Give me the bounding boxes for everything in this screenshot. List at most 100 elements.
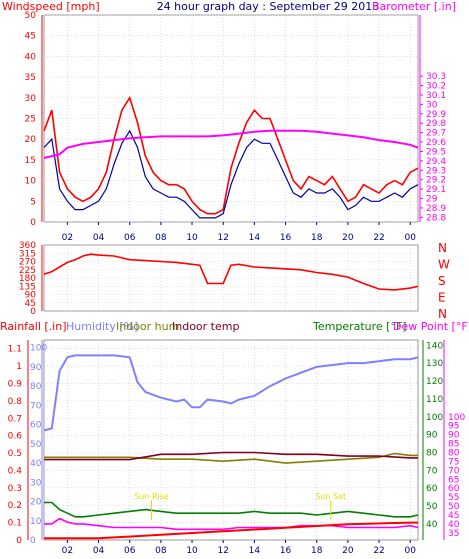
- x-tick-label: 14: [249, 233, 261, 243]
- barometer-tick-label: 30.2: [426, 82, 446, 92]
- dewpoint-tick-label: 100: [448, 413, 465, 423]
- temperature-tick-label: 130: [426, 359, 443, 369]
- barometer-tick-label: 28.8: [426, 213, 446, 223]
- temperature-tick-label: 90: [426, 431, 438, 441]
- humidity-tick-label: 20: [30, 498, 42, 508]
- rainfall-tick-label: 0.5: [8, 449, 22, 459]
- rainfall-tick-label: 0.7: [8, 414, 22, 424]
- x-tick-label: 12: [217, 233, 228, 243]
- indoor-hum-label: Indoor hum: [116, 320, 179, 333]
- x-tick-label: 04: [93, 546, 105, 555]
- direction-tick-label: 135: [19, 282, 36, 292]
- x-tick-label: 20: [342, 233, 354, 243]
- x-tick-label: 22: [373, 546, 384, 555]
- dewpoint-tick-label: 55: [448, 493, 459, 503]
- rainfall-tick-label: 0.2: [8, 501, 22, 511]
- windspeed-tick-label: 35: [25, 73, 36, 83]
- x-tick-label: 18: [311, 546, 323, 555]
- dewpoint-tick-label: 45: [448, 511, 459, 521]
- rainfall-tick-label: 0.9: [8, 379, 23, 389]
- windspeed-tick-label: 50: [25, 11, 37, 21]
- humidity-tick-label: 30: [30, 478, 42, 488]
- plot-frame: [43, 339, 419, 541]
- windspeed-tick-label: 10: [25, 177, 37, 187]
- chart-title: 24 hour graph day : September 29 2013: [157, 0, 380, 13]
- dewpoint-tick-label: 35: [448, 529, 459, 539]
- average-wind-line: [43, 129, 419, 219]
- windspeed-tick-label: 30: [25, 94, 37, 104]
- compass-label: N: [438, 307, 447, 321]
- rainfall-tick-label: 1.1: [8, 345, 22, 355]
- rainfall-tick-label: 1: [16, 362, 22, 372]
- barometer-tick-label: 29.9: [426, 110, 446, 120]
- x-tick-label: 06: [124, 546, 136, 555]
- temperature-tick-label: 120: [426, 377, 443, 387]
- humidity-tick-label: 100: [30, 344, 47, 354]
- dewpoint-tick-label: 80: [448, 449, 460, 459]
- x-tick-label: 06: [124, 233, 136, 243]
- x-tick-label: 02: [62, 546, 73, 555]
- windspeed-tick-label: 40: [25, 52, 37, 62]
- barometer-tick-label: 29.3: [426, 166, 446, 176]
- compass-label: E: [438, 291, 446, 305]
- temperature-tick-label: 80: [426, 449, 438, 459]
- x-tick-label: 08: [155, 546, 167, 555]
- barometer-tick-label: 29.8: [426, 119, 446, 129]
- humidity-line: [43, 354, 419, 432]
- compass-label: S: [438, 274, 446, 288]
- x-tick-label: 22: [373, 233, 384, 243]
- temperature-line: [44, 501, 419, 518]
- dewpoint-line: [44, 517, 419, 531]
- humidity-tick-label: 0: [30, 536, 36, 546]
- humidity-tick-label: 80: [30, 382, 42, 392]
- direction-tick-label: 225: [19, 266, 36, 276]
- compass-label: W: [438, 258, 450, 272]
- barometer-tick-label: 29.7: [426, 129, 446, 139]
- dewpoint-tick-label: 95: [448, 422, 459, 432]
- sunrise-annotation: Sun Rise: [134, 492, 169, 501]
- barometer-tick-label: 29: [426, 194, 438, 204]
- dewpoint-axis-title: Dew Point [°F]: [393, 320, 469, 333]
- temperature-tick-label: 100: [426, 413, 443, 423]
- humidity-tick-label: 70: [30, 401, 42, 411]
- rainfall-tick-label: 0: [16, 536, 22, 546]
- x-tick-label: 04: [93, 233, 105, 243]
- temperature-tick-label: 40: [426, 520, 438, 530]
- rainfall-axis-title: Rainfall [.in]: [0, 320, 67, 333]
- humidity-tick-label: 10: [30, 517, 42, 527]
- barometer-tick-label: 29.6: [426, 138, 446, 148]
- humidity-tick-label: 60: [30, 421, 42, 431]
- windspeed-tick-label: 15: [25, 156, 36, 166]
- x-tick-label: 12: [217, 546, 228, 555]
- barometer-tick-label: 29.1: [426, 185, 446, 195]
- x-tick-label: 08: [155, 233, 167, 243]
- chart-marks: 0510152025303540455028.828.92929.129.229…: [8, 11, 466, 556]
- dewpoint-tick-label: 40: [448, 520, 460, 530]
- direction-tick-label: 45: [25, 299, 36, 309]
- temperature-tick-label: 110: [426, 395, 443, 405]
- barometer-axis-title: Barometer [.in]: [372, 0, 456, 13]
- windspeed-tick-label: 25: [25, 115, 36, 125]
- direction-tick-label: 315: [19, 249, 36, 259]
- dewpoint-tick-label: 70: [448, 466, 460, 476]
- temperature-tick-label: 60: [426, 484, 438, 494]
- rainfall-tick-label: 0.8: [8, 397, 23, 407]
- barometer-tick-label: 30.3: [426, 72, 446, 82]
- indoor-hum-line: [44, 452, 418, 464]
- windspeed-tick-label: 45: [25, 32, 36, 42]
- dewpoint-tick-label: 90: [448, 431, 460, 441]
- rainfall-tick-label: 0.6: [8, 432, 23, 442]
- temperature-tick-label: 140: [426, 341, 443, 351]
- direction-tick-label: 0: [30, 307, 36, 317]
- humidity-tick-label: 50: [30, 440, 42, 450]
- rainfall-tick-label: 0.1: [8, 519, 22, 529]
- windspeed-tick-label: 0: [30, 218, 36, 228]
- humidity-tick-label: 90: [30, 363, 42, 373]
- temperature-tick-label: 70: [426, 466, 438, 476]
- x-tick-label: 16: [280, 546, 292, 555]
- x-tick-label: 20: [342, 546, 354, 555]
- dewpoint-tick-label: 85: [448, 440, 459, 450]
- windspeed-tick-label: 20: [25, 135, 37, 145]
- direction-tick-label: 270: [19, 258, 36, 268]
